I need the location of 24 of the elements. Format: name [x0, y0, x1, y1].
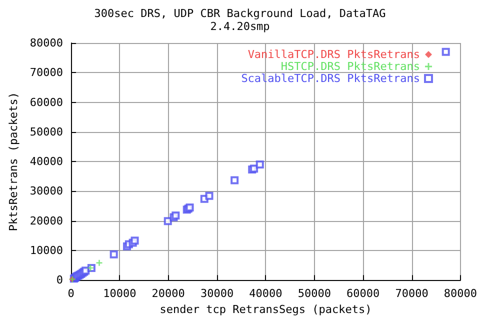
y-tick-label: 40000	[30, 155, 64, 168]
x-tick-label: 50000	[298, 287, 331, 300]
y-tick-label: 80000	[30, 36, 64, 50]
x-tick-label: 10000	[103, 287, 136, 300]
legend-label: ScalableTCP.DRS PktsRetrans	[241, 72, 420, 85]
x-tick-label: 0	[68, 287, 74, 300]
y-tick-label: 70000	[30, 66, 64, 80]
x-tick-label: 80000	[444, 287, 478, 300]
x-tick-label: 30000	[200, 287, 234, 300]
y-tick-label: 0	[56, 274, 64, 287]
legend-label: VanillaTCP.DRS PktsRetrans	[248, 48, 420, 61]
y-axis-title: PktsRetrans (packets)	[7, 92, 20, 232]
y-tick-label: 20000	[30, 214, 64, 228]
chart-title: 300sec DRS, UDP CBR Background Load, DataTAG	[94, 7, 386, 20]
y-tick-label: 10000	[30, 244, 64, 257]
y-tick-label: 30000	[30, 184, 64, 198]
x-tick-label: 40000	[249, 287, 282, 300]
chart-subtitle: 2.4.20smp	[210, 20, 270, 33]
y-tick-label: 50000	[30, 125, 64, 138]
y-tick-label: 60000	[30, 96, 64, 109]
x-tick-label: 60000	[346, 287, 380, 300]
x-tick-label: 20000	[152, 287, 185, 300]
x-tick-label: 70000	[395, 287, 428, 300]
x-axis-title: sender tcp RetransSegs (packets)	[160, 303, 372, 316]
